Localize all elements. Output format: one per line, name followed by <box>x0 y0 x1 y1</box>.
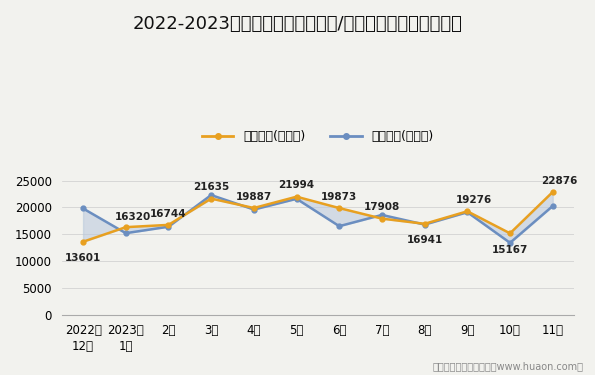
出口总额(万美元) <box>122 225 129 230</box>
出口总额(万美元) <box>293 195 300 199</box>
进口总额(万美元) <box>122 231 129 236</box>
出口总额(万美元) <box>549 190 556 194</box>
出口总额(万美元) <box>506 231 513 236</box>
进口总额(万美元) <box>250 207 258 212</box>
进口总额(万美元) <box>80 206 87 211</box>
出口总额(万美元) <box>208 196 215 201</box>
进口总额(万美元) <box>421 222 428 227</box>
Text: 19873: 19873 <box>321 192 358 202</box>
进口总额(万美元) <box>506 241 513 245</box>
Legend: 出口总额(万美元), 进口总额(万美元): 出口总额(万美元), 进口总额(万美元) <box>197 125 439 148</box>
出口总额(万美元) <box>80 240 87 244</box>
Text: 19276: 19276 <box>456 195 493 205</box>
Text: 21994: 21994 <box>278 180 315 190</box>
Text: 16320: 16320 <box>115 212 151 222</box>
出口总额(万美元) <box>336 206 343 210</box>
Text: 15167: 15167 <box>492 245 528 255</box>
进口总额(万美元) <box>336 224 343 228</box>
进口总额(万美元) <box>549 204 556 208</box>
Text: 制图：华经产业研究院（www.huaon.com）: 制图：华经产业研究院（www.huaon.com） <box>432 361 583 371</box>
Text: 16941: 16941 <box>406 235 443 245</box>
Text: 21635: 21635 <box>193 182 229 192</box>
进口总额(万美元) <box>378 213 386 217</box>
出口总额(万美元) <box>464 209 471 213</box>
Text: 2022-2023年包头市（境内目的地/货源地）进、出口额统计: 2022-2023年包头市（境内目的地/货源地）进、出口额统计 <box>133 15 462 33</box>
进口总额(万美元) <box>208 193 215 197</box>
Text: 22876: 22876 <box>541 176 578 186</box>
出口总额(万美元) <box>165 223 172 227</box>
Line: 出口总额(万美元): 出口总额(万美元) <box>81 189 555 244</box>
进口总额(万美元) <box>464 210 471 214</box>
Text: 17908: 17908 <box>364 202 400 212</box>
Text: 19887: 19887 <box>236 192 272 202</box>
出口总额(万美元) <box>378 216 386 221</box>
Text: 13601: 13601 <box>65 253 101 263</box>
出口总额(万美元) <box>421 222 428 226</box>
进口总额(万美元) <box>165 225 172 229</box>
出口总额(万美元) <box>250 206 258 210</box>
Text: 16744: 16744 <box>150 209 187 219</box>
Line: 进口总额(万美元): 进口总额(万美元) <box>81 193 555 245</box>
进口总额(万美元) <box>293 196 300 201</box>
